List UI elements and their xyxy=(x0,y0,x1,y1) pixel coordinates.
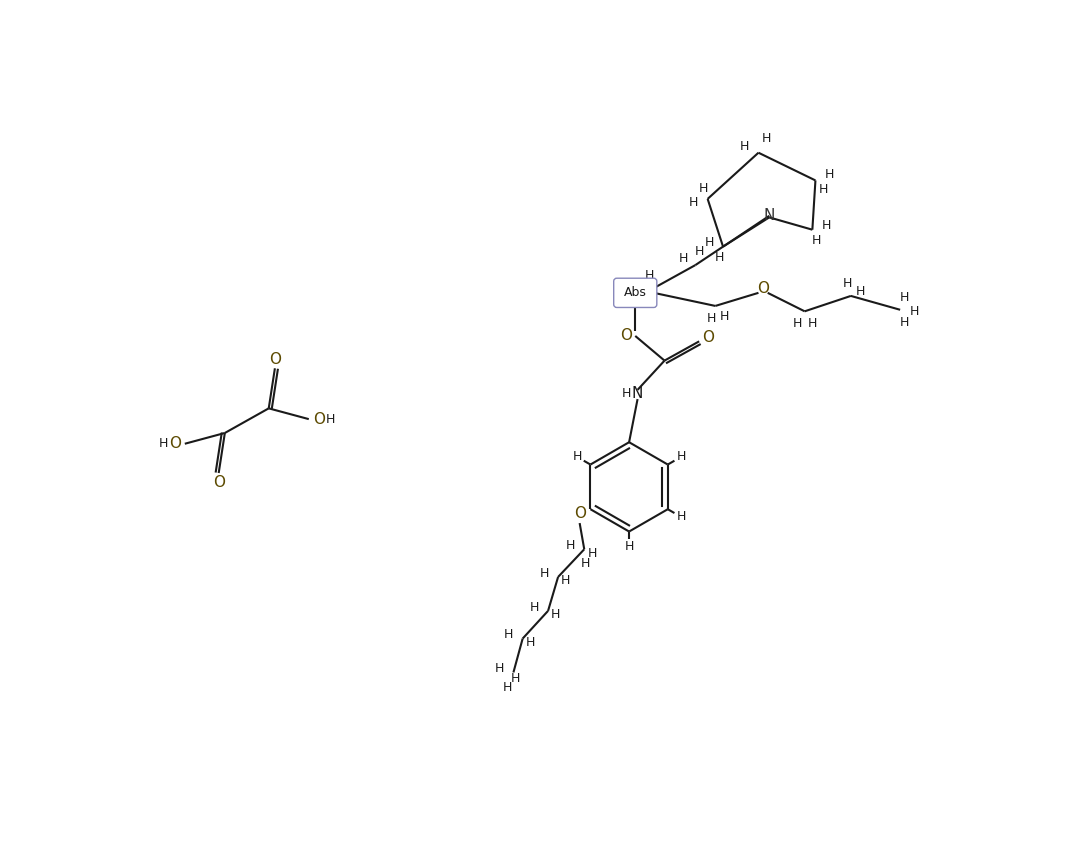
Text: H: H xyxy=(158,437,168,450)
Text: H: H xyxy=(566,539,575,552)
Text: H: H xyxy=(587,547,597,559)
Text: H: H xyxy=(910,305,918,318)
Text: O: O xyxy=(169,436,181,452)
Text: H: H xyxy=(679,252,688,266)
Text: H: H xyxy=(526,636,536,649)
Text: H: H xyxy=(822,219,831,233)
Text: H: H xyxy=(677,510,686,524)
Text: H: H xyxy=(842,277,852,290)
Text: H: H xyxy=(819,183,827,196)
Text: H: H xyxy=(624,541,634,554)
Text: Abs: Abs xyxy=(624,286,647,300)
Text: O: O xyxy=(757,282,769,296)
Text: H: H xyxy=(505,628,513,641)
Text: H: H xyxy=(855,284,865,298)
Text: H: H xyxy=(561,574,571,588)
Text: H: H xyxy=(811,234,821,247)
Text: H: H xyxy=(510,672,520,685)
Text: H: H xyxy=(792,318,802,330)
Text: H: H xyxy=(495,662,505,675)
Text: H: H xyxy=(690,196,698,209)
Text: H: H xyxy=(824,168,834,181)
Text: H: H xyxy=(572,450,582,464)
Text: H: H xyxy=(645,269,654,283)
Text: H: H xyxy=(529,600,539,614)
Text: H: H xyxy=(707,312,716,325)
Text: H: H xyxy=(761,132,771,145)
Text: O: O xyxy=(702,330,714,345)
Text: H: H xyxy=(714,251,724,264)
Text: N: N xyxy=(763,208,775,223)
Text: H: H xyxy=(719,310,729,323)
FancyBboxPatch shape xyxy=(614,278,656,307)
Text: H: H xyxy=(622,387,632,400)
Text: H: H xyxy=(695,245,703,258)
Text: O: O xyxy=(574,505,586,520)
Text: H: H xyxy=(704,236,714,250)
Text: H: H xyxy=(899,316,909,329)
Text: H: H xyxy=(677,450,686,464)
Text: O: O xyxy=(313,412,325,426)
Text: O: O xyxy=(620,329,632,344)
Text: O: O xyxy=(213,475,224,490)
Text: H: H xyxy=(899,291,909,304)
Text: H: H xyxy=(808,318,817,330)
Text: H: H xyxy=(326,413,335,425)
Text: O: O xyxy=(269,351,281,367)
Text: H: H xyxy=(582,557,590,570)
Text: H: H xyxy=(540,566,548,580)
Text: N: N xyxy=(632,386,644,402)
Text: H: H xyxy=(699,182,709,194)
Text: H: H xyxy=(552,608,560,621)
Text: H: H xyxy=(502,682,512,694)
Text: H: H xyxy=(740,140,749,153)
